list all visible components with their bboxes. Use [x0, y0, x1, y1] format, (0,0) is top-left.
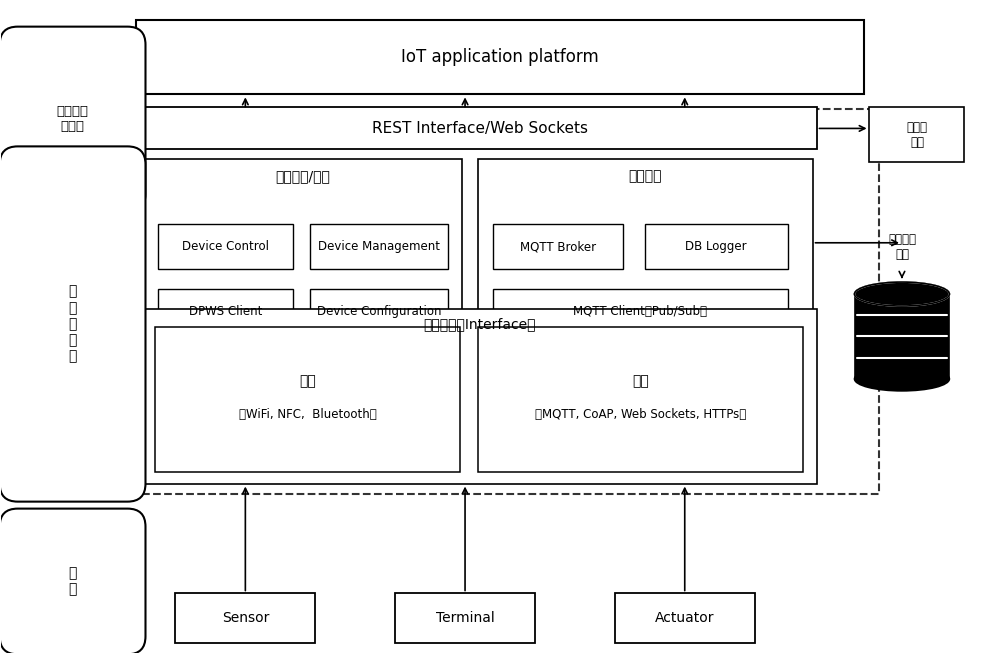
Text: 设备接口（Interface）: 设备接口（Interface）: [423, 317, 536, 331]
FancyBboxPatch shape: [310, 289, 448, 334]
FancyBboxPatch shape: [0, 146, 145, 502]
FancyBboxPatch shape: [142, 309, 817, 484]
FancyBboxPatch shape: [615, 593, 755, 644]
FancyBboxPatch shape: [0, 27, 145, 213]
Text: Device Configuration: Device Configuration: [317, 305, 441, 318]
Text: MQTT Client（Pub/Sub）: MQTT Client（Pub/Sub）: [573, 305, 707, 318]
FancyBboxPatch shape: [645, 224, 788, 269]
Text: 协议: 协议: [632, 374, 649, 388]
Text: 设备发现/控制: 设备发现/控制: [275, 169, 330, 183]
FancyBboxPatch shape: [855, 294, 949, 379]
FancyBboxPatch shape: [175, 593, 315, 644]
FancyBboxPatch shape: [310, 224, 448, 269]
FancyBboxPatch shape: [158, 289, 293, 334]
FancyBboxPatch shape: [395, 593, 535, 644]
FancyBboxPatch shape: [478, 327, 803, 472]
Text: （WiFi, NFC,  Bluetooth）: （WiFi, NFC, Bluetooth）: [239, 408, 377, 421]
FancyBboxPatch shape: [493, 289, 788, 334]
Text: 物联网服
务平台: 物联网服 务平台: [57, 105, 89, 133]
Text: IoT application platform: IoT application platform: [401, 48, 599, 66]
Text: 驱动: 驱动: [299, 374, 316, 388]
FancyBboxPatch shape: [155, 327, 460, 472]
Text: 数据管理: 数据管理: [629, 169, 662, 183]
FancyBboxPatch shape: [136, 20, 864, 94]
Text: REST Interface/Web Sockets: REST Interface/Web Sockets: [372, 121, 588, 136]
FancyBboxPatch shape: [869, 107, 964, 162]
FancyBboxPatch shape: [142, 107, 817, 149]
Text: Actuator: Actuator: [655, 611, 714, 625]
FancyBboxPatch shape: [142, 160, 462, 379]
Text: DPWS Client: DPWS Client: [189, 305, 263, 318]
Text: DB Logger: DB Logger: [685, 240, 747, 253]
Text: Device Management: Device Management: [318, 240, 440, 253]
FancyBboxPatch shape: [0, 509, 145, 654]
Text: 物
联
网
网
关: 物 联 网 网 关: [68, 284, 77, 364]
Text: Device Control: Device Control: [182, 240, 269, 253]
FancyBboxPatch shape: [158, 224, 293, 269]
Text: （MQTT, CoAP, Web Sockets, HTTPs）: （MQTT, CoAP, Web Sockets, HTTPs）: [535, 408, 746, 421]
Text: 设备信息
数据: 设备信息 数据: [888, 233, 916, 261]
Text: 自定义
应用: 自定义 应用: [906, 121, 927, 149]
FancyBboxPatch shape: [478, 160, 813, 379]
Text: 设
备: 设 备: [68, 566, 77, 596]
Text: Terminal: Terminal: [436, 611, 494, 625]
Ellipse shape: [855, 367, 949, 391]
Text: Sensor: Sensor: [222, 611, 269, 625]
Text: MQTT Broker: MQTT Broker: [520, 240, 596, 253]
Ellipse shape: [855, 282, 949, 306]
FancyBboxPatch shape: [131, 109, 879, 494]
FancyBboxPatch shape: [493, 224, 623, 269]
